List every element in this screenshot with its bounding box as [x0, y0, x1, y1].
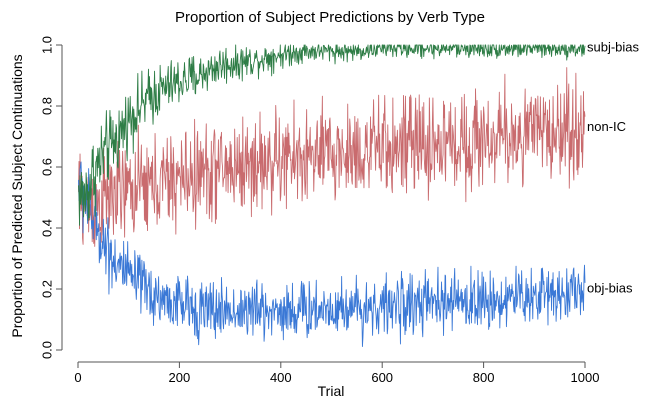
- series-label-obj-bias: obj-bias: [587, 280, 633, 295]
- x-tick-label: 200: [169, 370, 191, 385]
- x-axis: 0 200 400 600 800 1000: [74, 361, 600, 385]
- x-tick-label: 800: [473, 370, 495, 385]
- y-tick-label: 0.2: [39, 280, 54, 298]
- y-axis: 0.0 0.2 0.4 0.6 0.8 1.0: [39, 36, 63, 359]
- y-tick-label: 0.0: [39, 341, 54, 359]
- y-axis-title: Proportion of Predicted Subject Continua…: [9, 54, 25, 337]
- series-line-obj-bias: [78, 161, 586, 347]
- series-line-non-IC: [78, 67, 586, 247]
- series-label-subj-bias: subj-bias: [587, 39, 640, 54]
- y-tick-label: 0.6: [39, 158, 54, 176]
- x-tick-label: 0: [74, 370, 81, 385]
- x-axis-title: Trial: [318, 383, 345, 399]
- plot-area: [78, 44, 586, 347]
- x-tick-label: 400: [270, 370, 292, 385]
- chart-title: Proportion of Subject Predictions by Ver…: [175, 9, 485, 26]
- x-tick-label: 1000: [571, 370, 600, 385]
- series-label-non-IC: non-IC: [587, 119, 626, 134]
- y-tick-label: 0.4: [39, 219, 54, 237]
- y-tick-label: 0.8: [39, 97, 54, 115]
- series-line-subj-bias: [78, 44, 586, 226]
- x-tick-label: 600: [371, 370, 393, 385]
- y-tick-label: 1.0: [39, 36, 54, 54]
